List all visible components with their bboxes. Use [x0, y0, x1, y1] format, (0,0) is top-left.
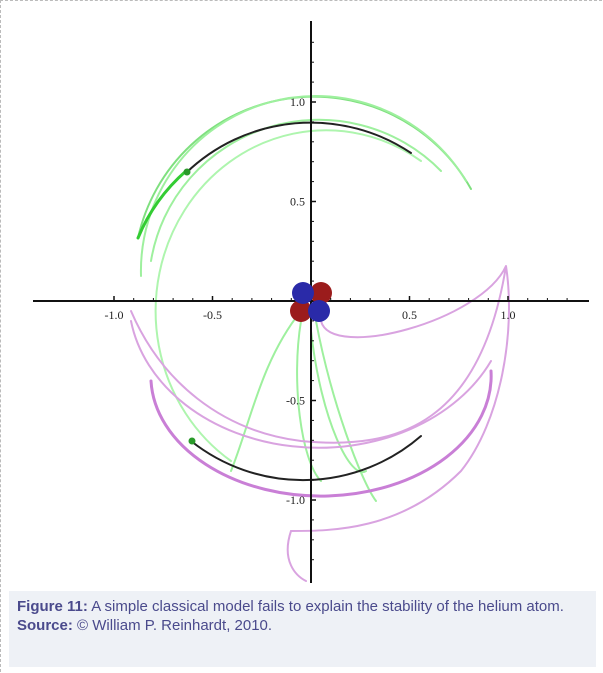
trajectory — [137, 95, 472, 239]
neutron — [292, 282, 314, 304]
x-tick-label: 0.5 — [402, 308, 417, 322]
trajectory — [149, 369, 493, 498]
caption-text: A simple classical model fails to explai… — [91, 598, 564, 615]
x-tick-label: 1.0 — [501, 308, 516, 322]
source-text: © William P. Reinhardt, 2010. — [77, 617, 273, 634]
y-tick-label: -1.0 — [286, 493, 305, 507]
trajectory — [130, 320, 492, 449]
x-tick-label: -1.0 — [105, 308, 124, 322]
proton — [290, 300, 312, 322]
proton — [310, 282, 332, 304]
y-tick-label: 0.5 — [290, 195, 305, 209]
electron — [188, 437, 196, 445]
trajectory — [136, 169, 188, 240]
x-tick-label: -0.5 — [203, 308, 222, 322]
y-tick-label: 1.0 — [290, 95, 305, 109]
electron — [183, 168, 191, 176]
neutron — [308, 300, 330, 322]
trajectory — [296, 320, 377, 502]
caption: Figure 11: A simple classical model fail… — [9, 591, 596, 667]
y-tick-label: -0.5 — [286, 394, 305, 408]
orbit — [185, 121, 412, 174]
trajectory — [230, 310, 302, 472]
caption-label: Figure 11: — [17, 598, 88, 615]
plot: -1.0 -0.5 0.5 1.0 1.0 0.5 -0.5 -1.0 — [33, 21, 589, 583]
trajectory — [320, 265, 507, 339]
orbit — [190, 435, 422, 482]
trajectory — [130, 265, 510, 582]
source-label: Source: — [17, 617, 73, 634]
